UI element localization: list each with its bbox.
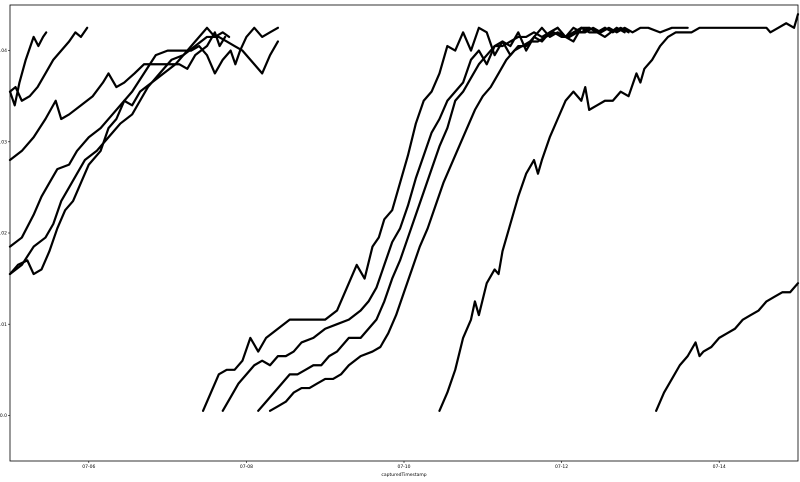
y-axis: 100.0 100.01 100.02 100.03 100.04 (0, 48, 10, 419)
series-line-11 (438, 13, 800, 412)
series-line-8 (221, 26, 607, 412)
series-line-6 (8, 35, 280, 276)
series-line-10 (268, 26, 689, 412)
series-line-2 (8, 26, 89, 102)
y-tick-label: 100.02 (0, 231, 7, 237)
series-line-5 (8, 26, 280, 276)
y-tick-label: 100.01 (0, 322, 7, 328)
x-axis-label: capturedTimestamp (381, 472, 426, 478)
y-tick-label: 100.03 (0, 139, 7, 145)
x-axis: 07-06 07-08 07-10 07-12 07-14 (82, 461, 726, 470)
series-line-1 (8, 31, 48, 107)
series-line-3 (8, 31, 227, 162)
series-group (8, 13, 800, 412)
y-tick-label: 100.04 (0, 48, 7, 54)
x-tick-label: 07-12 (555, 464, 568, 470)
x-tick-label: 07-10 (397, 464, 410, 470)
series-line-4 (8, 26, 231, 248)
x-tick-label: 07-14 (713, 464, 726, 470)
series-line-12 (655, 282, 800, 412)
series-line-9 (257, 26, 630, 412)
y-tick-label: 100.0 (0, 413, 7, 419)
x-tick-label: 07-06 (82, 464, 95, 470)
x-tick-label: 07-08 (240, 464, 253, 470)
plot-frame (9, 4, 799, 462)
